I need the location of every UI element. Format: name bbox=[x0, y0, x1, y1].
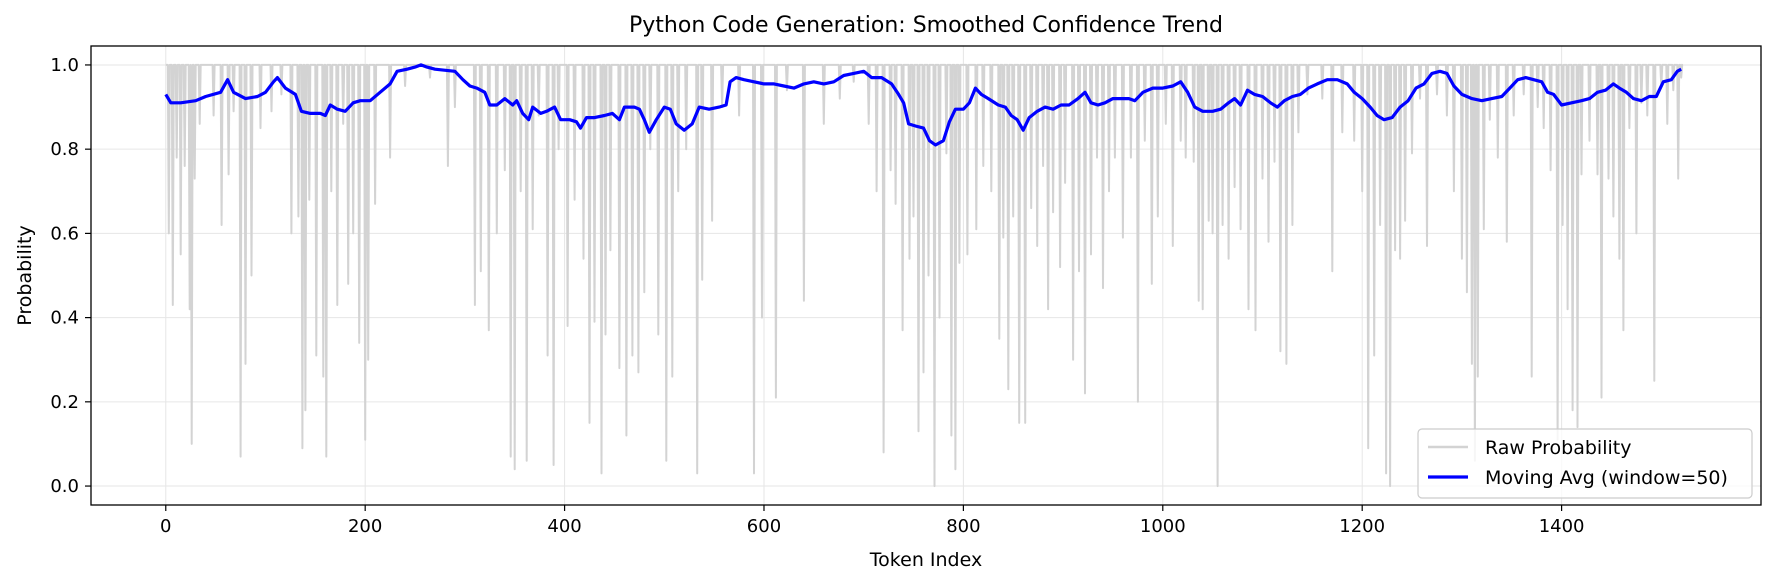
y-tick-label: 0.4 bbox=[50, 308, 79, 329]
x-tick-label: 400 bbox=[547, 516, 581, 537]
y-tick-label: 0.6 bbox=[50, 223, 79, 244]
legend: Raw Probability Moving Avg (window=50) bbox=[1417, 428, 1753, 499]
y-axis-label: Probability bbox=[14, 225, 36, 325]
raw-probability-line bbox=[165, 63, 1684, 488]
x-tick-label: 600 bbox=[747, 516, 781, 537]
raw-probability-series bbox=[165, 63, 1684, 488]
plot-frame bbox=[90, 45, 1762, 506]
y-axis-ticks: 0.0 0.2 0.4 0.6 0.8 1.0 bbox=[50, 55, 91, 497]
x-tick-label: 1000 bbox=[1140, 516, 1186, 537]
y-tick-label: 0.0 bbox=[50, 476, 79, 497]
y-tick-label: 0.8 bbox=[50, 139, 79, 160]
chart-title: Python Code Generation: Smoothed Confide… bbox=[629, 13, 1223, 38]
legend-box bbox=[1417, 428, 1753, 499]
x-tick-label: 1200 bbox=[1339, 516, 1385, 537]
x-tick-label: 800 bbox=[946, 516, 980, 537]
legend-label-raw: Raw Probability bbox=[1485, 437, 1631, 459]
x-tick-label: 200 bbox=[348, 516, 382, 537]
x-tick-label: 1400 bbox=[1539, 516, 1585, 537]
legend-label-moving-avg: Moving Avg (window=50) bbox=[1485, 467, 1728, 489]
moving-average-line bbox=[164, 63, 1682, 147]
x-axis-label: Token Index bbox=[869, 549, 982, 571]
moving-average-series bbox=[164, 63, 1682, 147]
y-tick-label: 0.2 bbox=[50, 392, 79, 413]
x-axis-ticks: 0 200 400 600 800 1000 1200 1400 bbox=[160, 505, 1585, 537]
y-tick-label: 1.0 bbox=[50, 55, 79, 76]
x-tick-label: 0 bbox=[160, 516, 171, 537]
